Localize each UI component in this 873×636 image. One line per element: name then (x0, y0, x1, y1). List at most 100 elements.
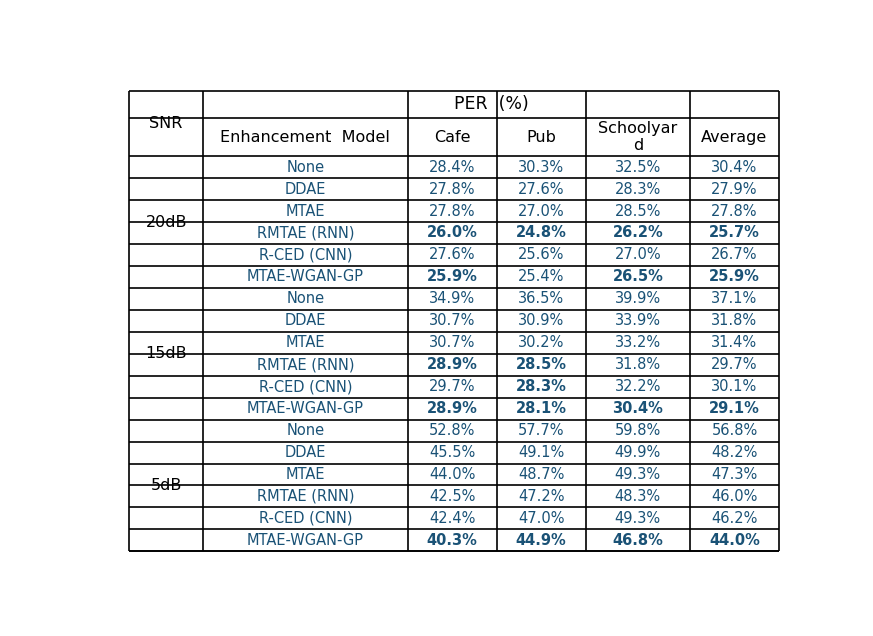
Text: PER  (%): PER (%) (454, 95, 528, 113)
Text: 48.7%: 48.7% (518, 467, 564, 482)
Text: RMTAE (RNN): RMTAE (RNN) (257, 489, 354, 504)
Text: 49.1%: 49.1% (518, 445, 564, 460)
Text: 28.3%: 28.3% (516, 379, 567, 394)
Text: 27.8%: 27.8% (711, 204, 758, 219)
Text: RMTAE (RNN): RMTAE (RNN) (257, 357, 354, 372)
Text: 26.5%: 26.5% (612, 270, 663, 284)
Text: 28.4%: 28.4% (429, 160, 476, 175)
Text: 28.9%: 28.9% (427, 401, 478, 416)
Text: 47.3%: 47.3% (711, 467, 758, 482)
Text: 49.3%: 49.3% (615, 467, 661, 482)
Text: None: None (286, 291, 325, 307)
Text: R-CED (CNN): R-CED (CNN) (258, 379, 352, 394)
Text: 29.7%: 29.7% (429, 379, 476, 394)
Text: Schoolyar
d: Schoolyar d (598, 121, 677, 153)
Text: 36.5%: 36.5% (518, 291, 564, 307)
Text: MTAE: MTAE (285, 467, 325, 482)
Text: 27.8%: 27.8% (429, 182, 476, 197)
Text: 44.9%: 44.9% (516, 533, 567, 548)
Text: 57.7%: 57.7% (518, 423, 565, 438)
Text: 26.7%: 26.7% (711, 247, 758, 263)
Text: 31.8%: 31.8% (615, 357, 661, 372)
Text: 27.9%: 27.9% (711, 182, 758, 197)
Text: 52.8%: 52.8% (429, 423, 476, 438)
Text: 46.2%: 46.2% (711, 511, 758, 526)
Text: 28.5%: 28.5% (516, 357, 567, 372)
Text: 37.1%: 37.1% (711, 291, 758, 307)
Text: 33.2%: 33.2% (615, 335, 661, 350)
Text: 28.3%: 28.3% (615, 182, 661, 197)
Text: 32.5%: 32.5% (615, 160, 661, 175)
Text: Average: Average (701, 130, 767, 144)
Text: 28.9%: 28.9% (427, 357, 478, 372)
Text: 30.7%: 30.7% (429, 314, 476, 328)
Text: MTAE-WGAN-GP: MTAE-WGAN-GP (247, 401, 364, 416)
Text: 24.8%: 24.8% (516, 226, 567, 240)
Text: 25.9%: 25.9% (427, 270, 478, 284)
Text: 42.5%: 42.5% (429, 489, 476, 504)
Text: 29.7%: 29.7% (711, 357, 758, 372)
Text: 30.4%: 30.4% (711, 160, 758, 175)
Text: 26.2%: 26.2% (613, 226, 663, 240)
Text: 26.0%: 26.0% (427, 226, 478, 240)
Text: 15dB: 15dB (145, 346, 187, 361)
Text: MTAE-WGAN-GP: MTAE-WGAN-GP (247, 533, 364, 548)
Text: 46.8%: 46.8% (612, 533, 663, 548)
Text: MTAE-WGAN-GP: MTAE-WGAN-GP (247, 270, 364, 284)
Text: 44.0%: 44.0% (429, 467, 476, 482)
Text: 56.8%: 56.8% (711, 423, 758, 438)
Text: 47.0%: 47.0% (518, 511, 565, 526)
Text: 30.2%: 30.2% (518, 335, 564, 350)
Text: 5dB: 5dB (150, 478, 182, 493)
Text: 44.0%: 44.0% (709, 533, 760, 548)
Text: 25.6%: 25.6% (518, 247, 564, 263)
Text: 48.3%: 48.3% (615, 489, 661, 504)
Text: 49.3%: 49.3% (615, 511, 661, 526)
Text: 20dB: 20dB (146, 214, 187, 230)
Text: 30.1%: 30.1% (711, 379, 758, 394)
Text: 30.7%: 30.7% (429, 335, 476, 350)
Text: 48.2%: 48.2% (711, 445, 758, 460)
Text: DDAE: DDAE (285, 314, 326, 328)
Text: 25.4%: 25.4% (518, 270, 564, 284)
Text: DDAE: DDAE (285, 445, 326, 460)
Text: 39.9%: 39.9% (615, 291, 661, 307)
Text: 28.5%: 28.5% (615, 204, 661, 219)
Text: MTAE: MTAE (285, 335, 325, 350)
Text: 30.4%: 30.4% (612, 401, 663, 416)
Text: R-CED (CNN): R-CED (CNN) (258, 511, 352, 526)
Text: DDAE: DDAE (285, 182, 326, 197)
Text: 33.9%: 33.9% (615, 314, 661, 328)
Text: 25.7%: 25.7% (709, 226, 760, 240)
Text: Enhancement  Model: Enhancement Model (220, 130, 390, 144)
Text: 29.1%: 29.1% (709, 401, 760, 416)
Text: MTAE: MTAE (285, 204, 325, 219)
Text: RMTAE (RNN): RMTAE (RNN) (257, 226, 354, 240)
Text: 34.9%: 34.9% (430, 291, 475, 307)
Text: 31.4%: 31.4% (711, 335, 758, 350)
Text: 32.2%: 32.2% (615, 379, 661, 394)
Text: 28.1%: 28.1% (516, 401, 567, 416)
Text: None: None (286, 423, 325, 438)
Text: SNR: SNR (149, 116, 182, 131)
Text: 27.6%: 27.6% (429, 247, 476, 263)
Text: 27.6%: 27.6% (518, 182, 565, 197)
Text: 47.2%: 47.2% (518, 489, 565, 504)
Text: 30.9%: 30.9% (518, 314, 564, 328)
Text: 45.5%: 45.5% (430, 445, 476, 460)
Text: 49.9%: 49.9% (615, 445, 661, 460)
Text: Cafe: Cafe (434, 130, 471, 144)
Text: 30.3%: 30.3% (518, 160, 564, 175)
Text: 59.8%: 59.8% (615, 423, 661, 438)
Text: 40.3%: 40.3% (427, 533, 478, 548)
Text: 25.9%: 25.9% (709, 270, 760, 284)
Text: 31.8%: 31.8% (711, 314, 758, 328)
Text: 46.0%: 46.0% (711, 489, 758, 504)
Text: 27.0%: 27.0% (518, 204, 565, 219)
Text: None: None (286, 160, 325, 175)
Text: 27.0%: 27.0% (615, 247, 661, 263)
Text: 42.4%: 42.4% (429, 511, 476, 526)
Text: 27.8%: 27.8% (429, 204, 476, 219)
Text: Pub: Pub (526, 130, 556, 144)
Text: R-CED (CNN): R-CED (CNN) (258, 247, 352, 263)
